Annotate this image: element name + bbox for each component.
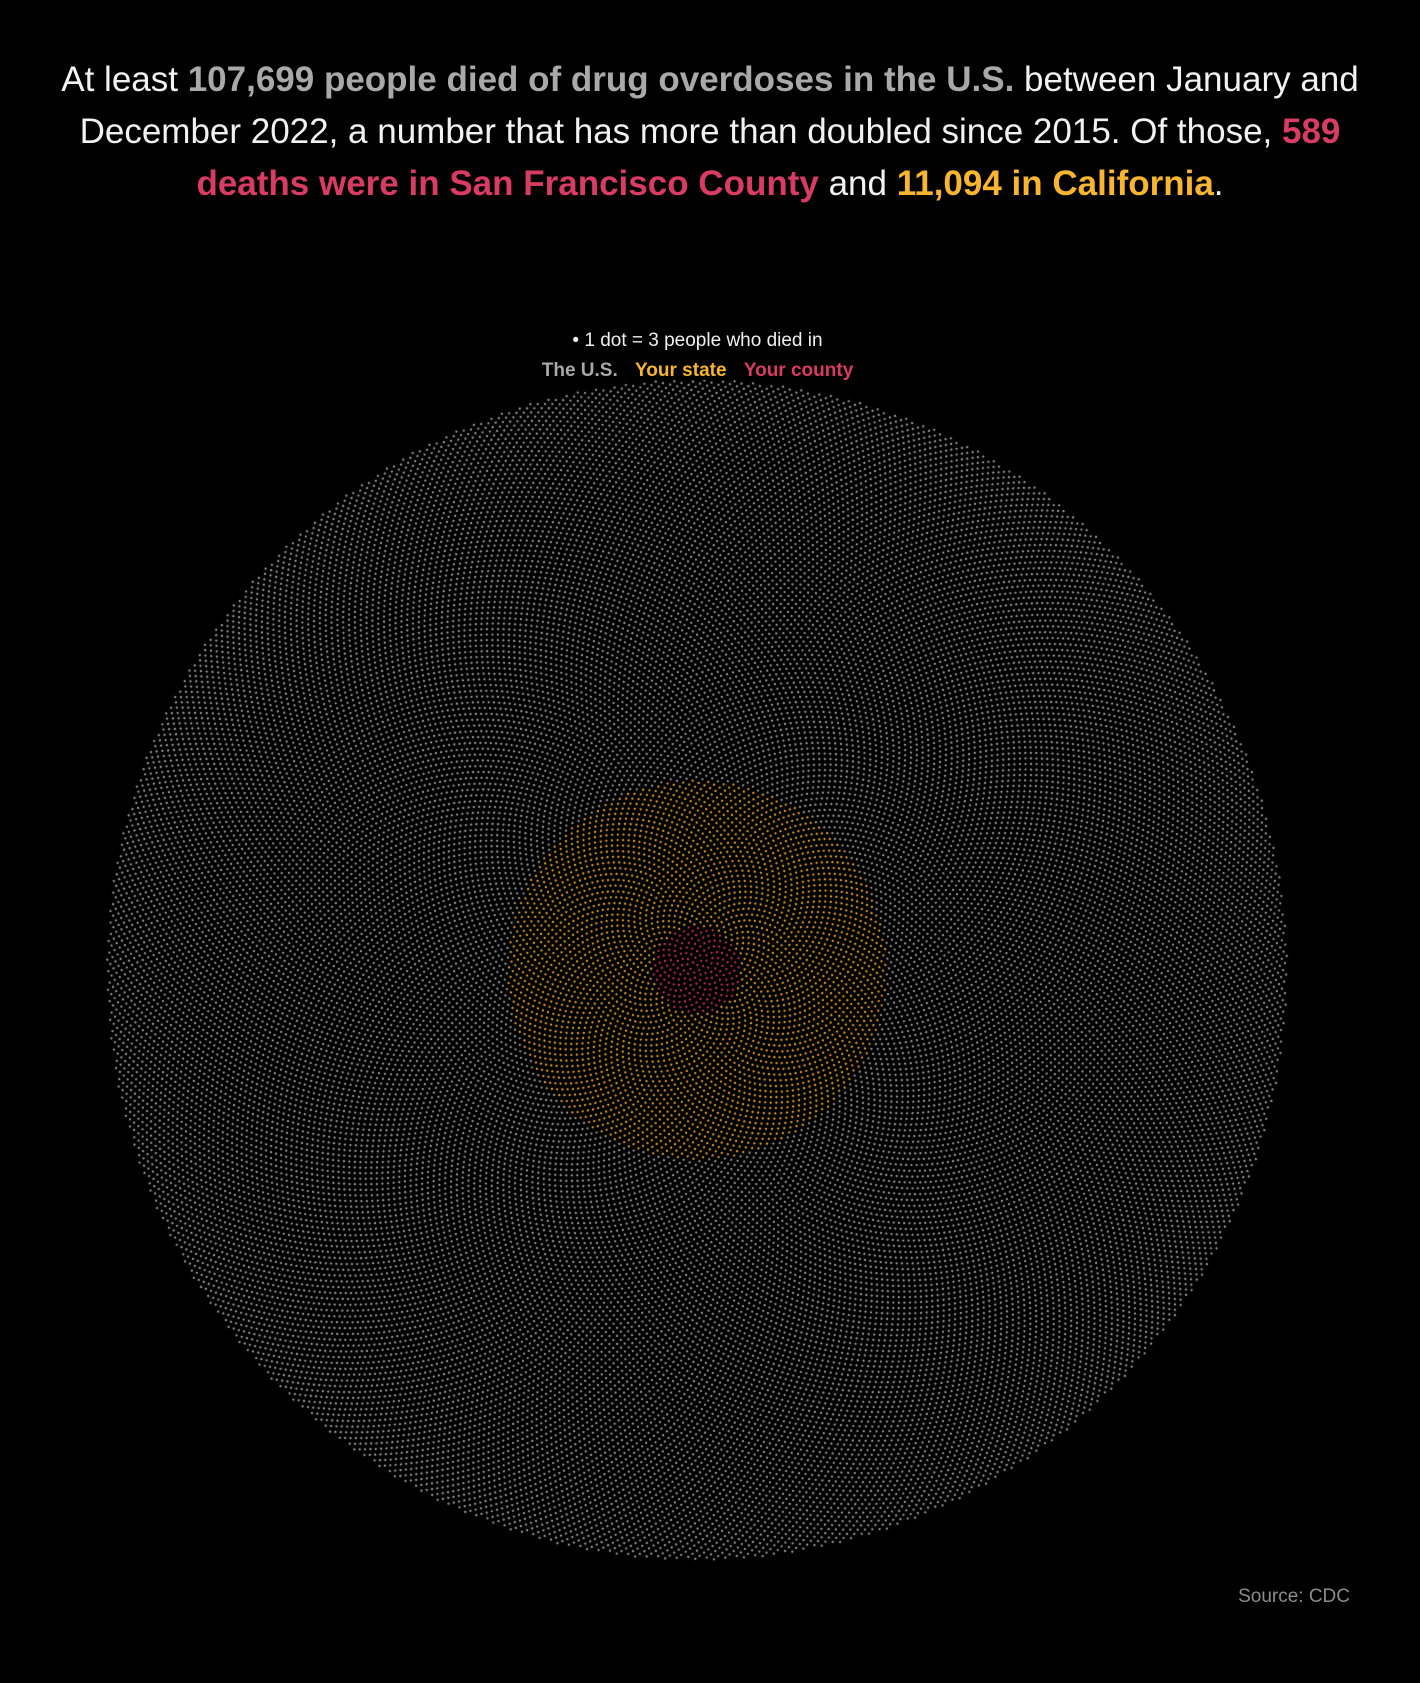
headline-text-3: and [818, 164, 897, 203]
headline-state-phrase: 11,094 in California [896, 164, 1214, 203]
headline: At least 107,699 people died of drug ove… [50, 54, 1370, 210]
headline-text-4: . [1213, 164, 1224, 203]
legend-county-label: Your county [743, 360, 854, 381]
headline-county-phrase: 589 deaths were in San Francisco County [196, 112, 1341, 203]
dot-spiral-chart [0, 380, 1420, 1600]
headline-us-phrase: 107,699 people died of drug overdoses in… [187, 60, 1015, 99]
legend-state-label: Your state [635, 360, 727, 381]
legend-us-label: The U.S. [541, 360, 618, 381]
headline-text-1: At least [61, 60, 188, 99]
headline-text-2: between January and December 2022, a num… [79, 60, 1359, 151]
legend: The U.S. Your state Your county [0, 358, 1395, 384]
legend-caption: • 1 dot = 3 people who died in [572, 330, 823, 351]
source-note: Source: CDC [1238, 1586, 1350, 1607]
